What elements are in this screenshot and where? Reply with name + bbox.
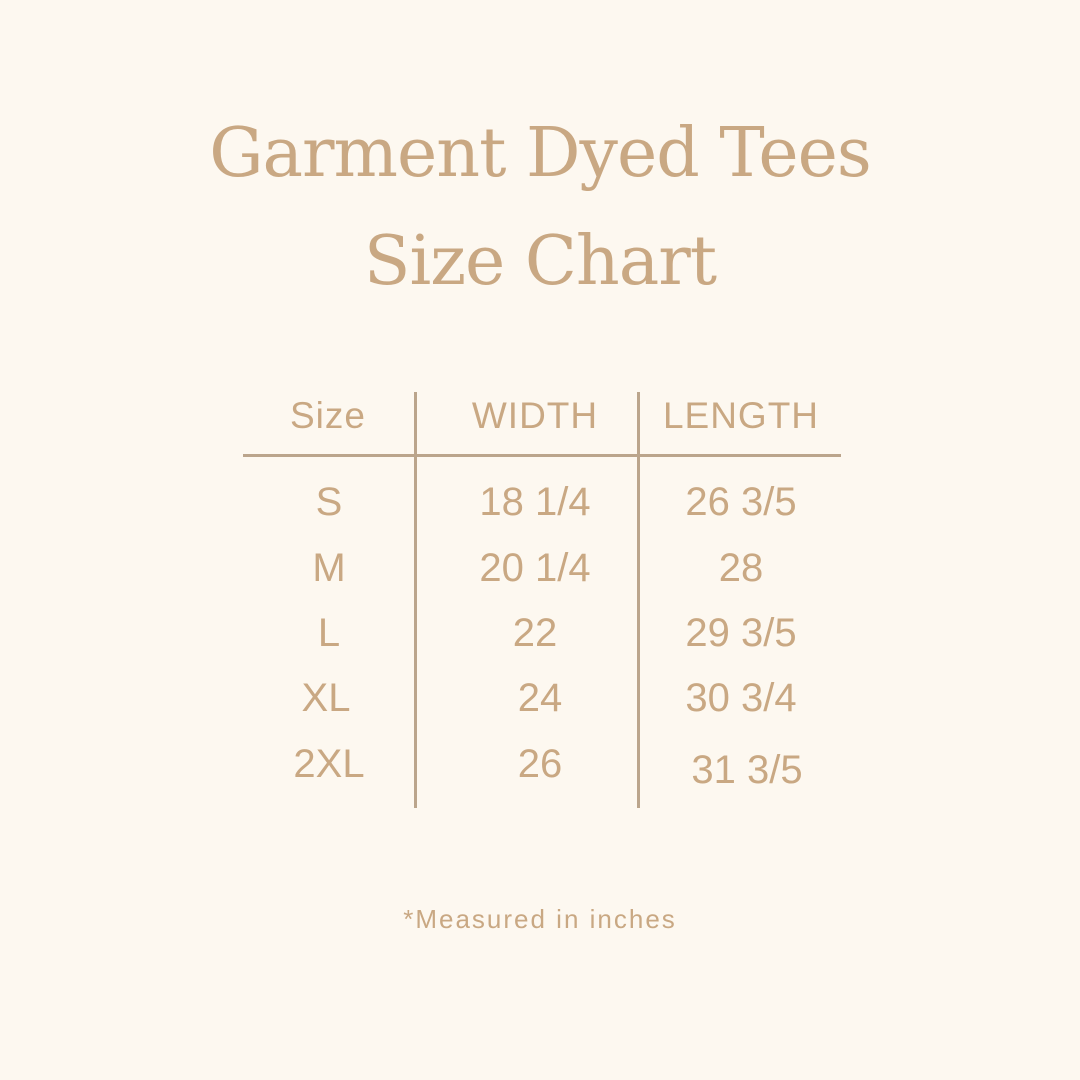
cell-length: 31 3/5 — [691, 748, 803, 792]
cell-width: 22 — [512, 611, 558, 655]
cell-size: 2XL — [293, 742, 365, 786]
cell-size: M — [312, 546, 346, 590]
title-line-1: Garment Dyed Tees — [209, 114, 872, 193]
cell-size: S — [315, 480, 343, 524]
header-width: WIDTH — [471, 395, 599, 436]
cell-length: 26 3/5 — [685, 480, 797, 524]
footnote: *Measured in inches — [403, 904, 677, 934]
cell-width: 18 1/4 — [479, 480, 591, 524]
header-size: Size — [290, 395, 366, 436]
cell-length: 30 3/4 — [685, 676, 797, 720]
title-line-2: Size Chart — [363, 222, 717, 301]
cell-width: 24 — [517, 676, 563, 720]
header-divider — [243, 454, 841, 457]
cell-size: L — [317, 611, 341, 655]
cell-width: 26 — [517, 742, 563, 786]
column-divider-1 — [414, 392, 417, 808]
cell-length: 28 — [718, 546, 764, 590]
cell-length: 29 3/5 — [685, 611, 797, 655]
cell-width: 20 1/4 — [479, 546, 591, 590]
header-length: LENGTH — [662, 395, 820, 436]
column-divider-2 — [637, 392, 640, 808]
cell-size: XL — [301, 676, 351, 720]
